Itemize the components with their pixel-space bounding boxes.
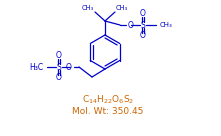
Text: C$_{14}$H$_{22}$O$_{6}$S$_{2}$: C$_{14}$H$_{22}$O$_{6}$S$_{2}$ [82, 94, 134, 106]
Text: O: O [140, 10, 146, 18]
Text: CH₃: CH₃ [82, 5, 94, 11]
Text: CH₃: CH₃ [116, 5, 128, 11]
Text: O: O [66, 63, 72, 72]
Text: H₃C: H₃C [29, 63, 43, 72]
Text: O: O [128, 21, 134, 30]
Text: O: O [56, 52, 62, 61]
Text: S: S [57, 63, 61, 72]
Text: O: O [56, 73, 62, 83]
Text: O: O [140, 32, 146, 41]
Text: S: S [141, 21, 145, 30]
Text: CH₃: CH₃ [160, 22, 173, 28]
Text: Mol. Wt: 350.45: Mol. Wt: 350.45 [72, 106, 144, 115]
